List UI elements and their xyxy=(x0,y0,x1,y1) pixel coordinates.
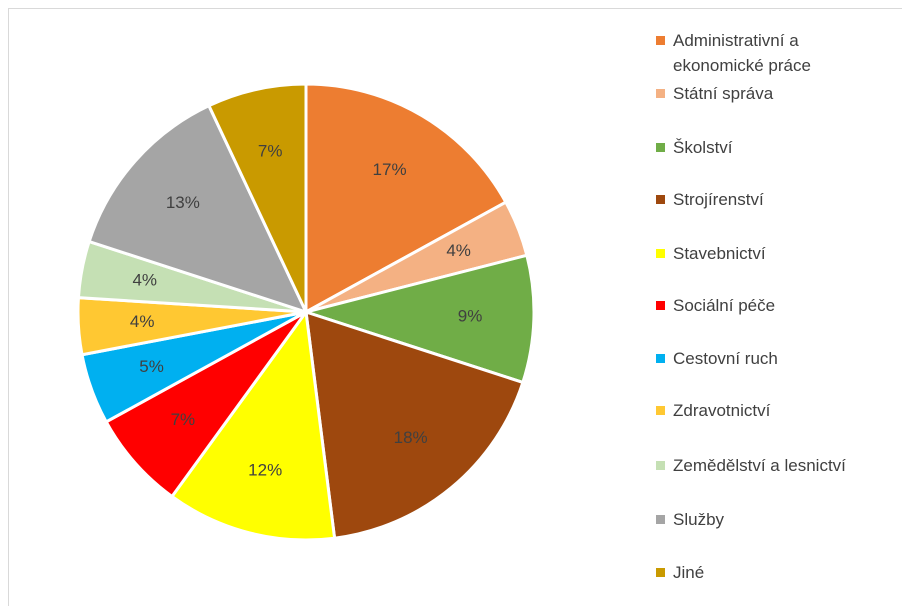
data-label: 4% xyxy=(446,241,471,260)
legend-item: Zdravotnictví xyxy=(656,398,886,423)
legend-label: Jiné xyxy=(673,563,705,582)
legend-item: Cestovní ruch xyxy=(656,346,886,371)
legend-item: Strojírenství xyxy=(656,187,886,212)
legend-item: Administrativní a ekonomické práce xyxy=(656,28,886,78)
legend-item: Školství xyxy=(656,135,886,160)
data-label: 7% xyxy=(171,410,196,429)
legend-label: Služby xyxy=(673,510,725,529)
data-label: 12% xyxy=(248,460,282,479)
legend-swatch xyxy=(656,301,665,310)
legend-label: Strojírenství xyxy=(673,190,764,209)
legend-swatch xyxy=(656,461,665,470)
pie-slice xyxy=(206,82,308,313)
pie-slice xyxy=(169,308,337,542)
legend-label: Sociální péče xyxy=(673,296,776,315)
data-label: 4% xyxy=(132,271,157,290)
legend-label: Stavebnictví xyxy=(673,244,766,263)
data-label: 17% xyxy=(373,160,407,179)
legend-swatch xyxy=(656,89,665,98)
legend-swatch xyxy=(656,406,665,415)
legend-item: Jiné xyxy=(656,560,886,585)
legend-label: Cestovní ruch xyxy=(673,349,778,368)
legend-item: Služby xyxy=(656,507,886,532)
pie-slice xyxy=(304,309,525,540)
legend-item: Sociální péče xyxy=(656,293,886,318)
data-label: 18% xyxy=(394,428,428,447)
data-label: 13% xyxy=(166,193,200,212)
legend-label: Státní správa xyxy=(673,84,774,103)
legend-swatch xyxy=(656,143,665,152)
legend-item: Stavebnictví xyxy=(656,241,886,266)
legend-item: Státní správa xyxy=(656,81,886,106)
pie-slice xyxy=(87,103,309,315)
legend-label: Zdravotnictví xyxy=(673,401,771,420)
data-label: 5% xyxy=(139,357,164,376)
chart-frame xyxy=(8,8,902,606)
legend-item: Zemědělství a lesnictví xyxy=(656,453,886,478)
data-label: 4% xyxy=(130,312,155,331)
legend-swatch xyxy=(656,249,665,258)
legend-swatch xyxy=(656,568,665,577)
legend-label: Administrativní a ekonomické práce xyxy=(673,31,811,75)
legend-swatch xyxy=(656,195,665,204)
legend-label: Zemědělství a lesnictví xyxy=(673,456,846,475)
pie-slice xyxy=(300,253,536,385)
legend-swatch xyxy=(656,515,665,524)
legend-swatch xyxy=(656,354,665,363)
legend-label: Školství xyxy=(673,138,733,157)
pie-slice xyxy=(304,82,508,315)
data-label: 7% xyxy=(258,141,283,160)
legend-swatch xyxy=(656,36,665,45)
data-label: 9% xyxy=(458,307,483,326)
